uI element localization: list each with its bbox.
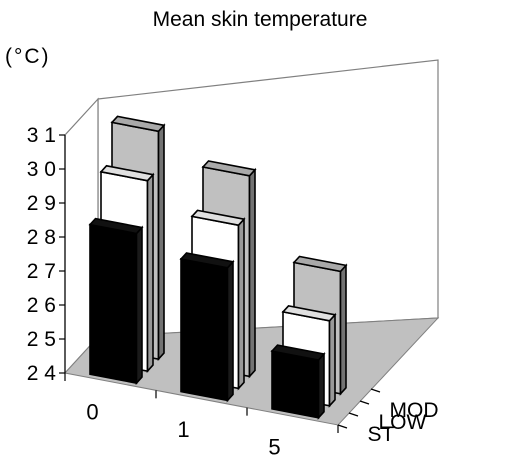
x-tick-label: 1 [177, 417, 189, 442]
bar-st-0 [88, 217, 144, 386]
x-tick-label: 0 [86, 400, 98, 425]
y-tick-label: 3 0 [27, 158, 56, 181]
y-tick-label: 3 1 [27, 124, 56, 147]
z-tick-mark [337, 424, 348, 429]
bar-top-face [190, 209, 246, 227]
bar-side-face [157, 123, 165, 362]
bar-top-face [99, 164, 155, 182]
bar-top-face [292, 255, 348, 273]
x-tick-label: 5 [268, 434, 280, 459]
z-tick-label: ST [368, 423, 395, 446]
y-tick-label: 2 9 [27, 192, 56, 215]
bar-top-face [281, 305, 337, 322]
y-tick-label: 2 8 [27, 226, 56, 249]
bar-top-face [201, 160, 257, 177]
bar-side-face [248, 167, 256, 379]
z-tick-label: LOW [379, 411, 427, 434]
bar-side-face [226, 259, 234, 403]
z-tick-label: MOD [390, 399, 439, 422]
bar-side-face [146, 172, 154, 374]
bar-front-face [89, 223, 138, 385]
z-tick-mark [370, 388, 381, 393]
bar-side-face [237, 217, 245, 391]
bar-top-face [270, 344, 326, 361]
bar-front-face [271, 350, 320, 419]
bar-st-5 [270, 344, 326, 420]
y-tick-label: 2 7 [27, 260, 56, 283]
y-tick-label: 2 5 [27, 328, 56, 351]
bar-top-face [179, 252, 235, 269]
bar-st-1 [179, 252, 235, 403]
bar-side-face [135, 225, 143, 386]
y-tick-label: 2 6 [27, 294, 56, 317]
chart-title: Mean skin temperature [153, 8, 368, 31]
bar-top-face [88, 217, 144, 235]
bar-top-face [110, 115, 166, 133]
bar-side-face [339, 263, 347, 396]
y-axis-unit-label: (°C) [5, 45, 51, 68]
z-tick-mark [348, 412, 359, 417]
z-tick-mark [359, 400, 370, 405]
bar-side-face [317, 351, 325, 420]
bar-side-face [328, 312, 336, 408]
y-tick-label: 2 4 [27, 362, 57, 385]
bar-front-face [180, 258, 229, 402]
